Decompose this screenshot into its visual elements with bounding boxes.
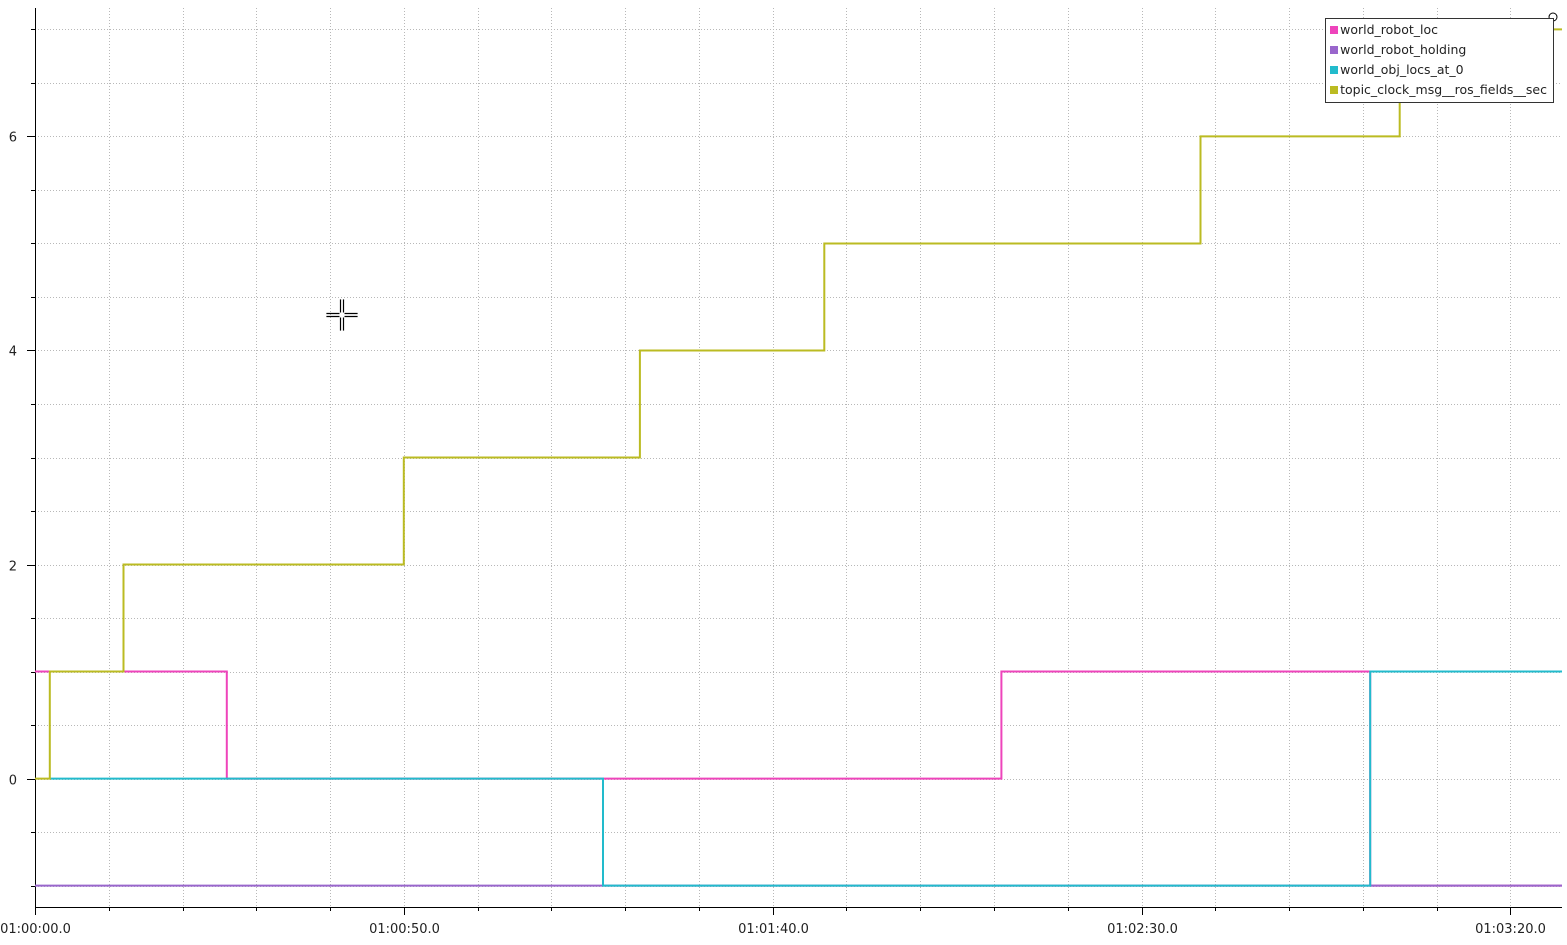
legend-item[interactable]: world_obj_locs_at_0 [1330,60,1547,80]
legend-label: topic_clock_msg__ros_fields__sec [1340,82,1547,97]
legend-label: world_robot_loc [1340,22,1439,37]
x-tick-label: 01:02:30.0 [1107,922,1178,937]
x-tick-label: 01:00:50.0 [369,922,440,937]
legend-item[interactable]: topic_clock_msg__ros_fields__sec [1330,80,1547,100]
legend-swatch [1330,66,1339,74]
axes: 01:00:00.0 01:00:50.0 01:01:40.0 01:02:30.0… [0,8,1562,937]
legend-swatch [1330,26,1339,34]
series-lines [35,28,1562,887]
y-tick-label: 0 [9,774,17,789]
x-tick-label: 01:00:00.0 [0,922,71,937]
grid [35,8,1562,907]
legend-swatch [1330,86,1339,94]
legend: world_robot_loc world_robot_holding world_… [1325,18,1554,103]
series-line-topic-clock-msg-ros-fields-sec [35,28,1562,780]
legend-label: world_robot_holding [1340,42,1467,57]
x-tick-label: 01:03:20.0 [1475,922,1546,937]
legend-item[interactable]: world_robot_holding [1330,40,1547,60]
y-tick-label: 2 [9,560,17,575]
x-tick-label: 01:01:40.0 [738,922,809,937]
legend-swatch [1330,46,1339,54]
y-tick-label: 6 [9,131,17,146]
series-line-world-obj-locs-at-0 [49,670,1562,887]
y-tick-label: 4 [9,345,17,360]
legend-label: world_obj_locs_at_0 [1340,62,1464,77]
legend-item[interactable]: world_robot_loc [1330,20,1547,40]
crosshair-cursor-icon [326,299,358,331]
